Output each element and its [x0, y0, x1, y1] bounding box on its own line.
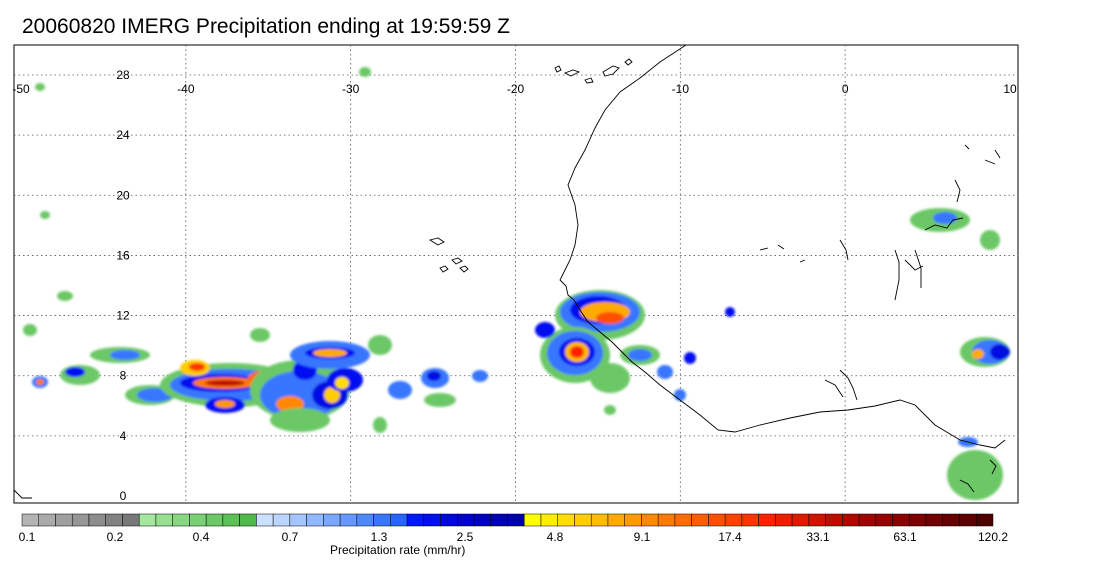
lon-tick-label: -20	[507, 82, 525, 96]
colorbar-swatch	[122, 513, 140, 527]
precipitation-field	[23, 67, 1010, 500]
colorbar-swatch	[641, 513, 659, 527]
colorbar-swatch	[758, 513, 776, 527]
colorbar-swatch	[205, 513, 224, 527]
colorbar-swatch	[590, 513, 609, 527]
colorbar-swatch	[473, 513, 492, 527]
map-frame	[13, 44, 1019, 504]
colorbar-tick-label: 0.7	[282, 530, 299, 544]
colorbar-swatch	[607, 513, 625, 527]
colorbar-swatch	[657, 513, 676, 527]
colorbar-swatch	[875, 513, 893, 527]
colorbar-swatch	[423, 513, 441, 527]
lat-tick-label: 0	[120, 489, 127, 503]
colorbar-swatch	[523, 513, 542, 527]
colorbar-swatch	[741, 513, 759, 527]
colorbar-swatch	[691, 513, 709, 527]
lon-tick-label: -30	[342, 82, 360, 96]
colorbar-swatch	[925, 513, 944, 527]
colorbar-swatch	[373, 513, 391, 527]
coastline	[13, 44, 1006, 499]
lat-tick-label: 20	[116, 188, 130, 202]
colorbar-tick-label: 4.8	[547, 530, 564, 544]
colorbar-tick-label: 0.1	[19, 530, 36, 544]
colorbar-swatch	[959, 513, 977, 527]
colorbar-tick-label: 2.5	[457, 530, 474, 544]
colorbar-swatch	[356, 513, 374, 527]
colorbar-swatch	[507, 513, 525, 527]
colorbar-tick-label: 9.1	[634, 530, 651, 544]
colorbar: 0.1 0.2 0.4 0.7 1.3 2.5 4.8 9.1 17.4 33.1 63.1 120.…	[19, 513, 1008, 544]
colorbar-swatch	[323, 513, 341, 527]
colorbar-swatch	[440, 513, 458, 527]
colorbar-swatch	[825, 513, 843, 527]
colorbar-swatch	[38, 513, 56, 527]
colorbar-swatch	[490, 513, 508, 527]
lon-tick-label: 0	[842, 82, 849, 96]
colorbar-label: Precipitation rate (mm/hr)	[330, 543, 466, 557]
colorbar-swatch	[724, 513, 743, 527]
lon-tick-label: -10	[672, 82, 690, 96]
colorbar-tick-label: 120.2	[978, 530, 1008, 544]
colorbar-swatch	[138, 513, 157, 527]
colorbar-swatch	[390, 513, 408, 527]
colorbar-swatch	[189, 513, 207, 527]
colorbar-tick-label: 0.2	[107, 530, 124, 544]
colorbar-tick-label: 0.4	[193, 530, 210, 544]
colorbar-swatch	[557, 513, 575, 527]
map-title: 20060820 IMERG Precipitation ending at 1…	[22, 15, 510, 38]
colorbar-tick-label: 17.4	[718, 530, 742, 544]
colorbar-swatch	[406, 513, 425, 527]
colorbar-swatch	[858, 513, 877, 527]
colorbar-swatch	[21, 513, 39, 527]
lat-tick-label: 28	[116, 68, 130, 82]
lon-tick-label: -50	[12, 82, 30, 96]
colorbar-swatch	[339, 513, 358, 527]
colorbar-swatch	[172, 513, 190, 527]
lon-tick-label: -40	[177, 82, 195, 96]
colorbar-swatch	[222, 513, 240, 527]
lat-tick-label: 16	[116, 248, 130, 262]
colorbar-swatch	[306, 513, 324, 527]
colorbar-swatch	[909, 513, 927, 527]
lat-tick-label: 12	[116, 309, 130, 323]
colorbar-swatch	[457, 513, 475, 527]
lat-tick-label: 24	[116, 128, 130, 142]
colorbar-tick-label: 63.1	[893, 530, 917, 544]
lat-tick-label: 8	[120, 369, 127, 383]
axis-tick-labels: -50 -40 -30 -20 -10 0 10 28 24 20 16 12 8 4 0	[12, 68, 1017, 503]
colorbar-swatch	[272, 513, 291, 527]
colorbar-swatch	[574, 513, 592, 527]
colorbar-swatch	[624, 513, 642, 527]
colorbar-swatch	[708, 513, 726, 527]
lon-tick-label: 10	[1003, 82, 1017, 96]
colorbar-swatch	[674, 513, 692, 527]
colorbar-swatch	[808, 513, 826, 527]
colorbar-tick-label: 1.3	[371, 530, 388, 544]
colorbar-swatch	[775, 513, 793, 527]
colorbar-swatch	[71, 513, 90, 527]
colorbar-swatch	[791, 513, 810, 527]
colorbar-swatch	[892, 513, 910, 527]
colorbar-swatch	[842, 513, 860, 527]
colorbar-swatch	[105, 513, 123, 527]
lat-tick-label: 4	[120, 429, 127, 443]
colorbar-swatch	[256, 513, 274, 527]
colorbar-swatch	[976, 513, 994, 527]
colorbar-swatch	[942, 513, 960, 527]
colorbar-swatch	[55, 513, 73, 527]
colorbar-swatch	[540, 513, 558, 527]
colorbar-tick-label: 33.1	[806, 530, 830, 544]
colorbar-swatch	[239, 513, 257, 527]
colorbar-swatch	[289, 513, 307, 527]
colorbar-swatch	[155, 513, 173, 527]
colorbar-swatch	[88, 513, 106, 527]
